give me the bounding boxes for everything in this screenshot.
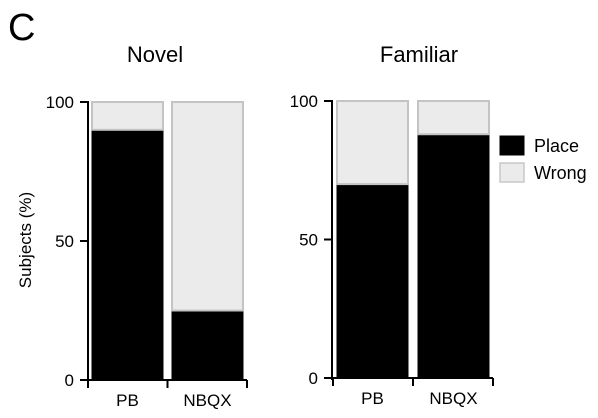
bar-novel-pb-place [91,129,164,381]
bar-novel-nbqx-wrong [171,101,244,312]
x-tick-label-novel-pb: PB [116,391,139,410]
y-axis-label: Subjects (%) [16,192,35,288]
legend-label-wrong: Wrong [534,163,587,183]
y-tick-label-familiar-50: 50 [299,231,318,250]
bar-familiar-nbqx-place [417,133,490,379]
x-tick-label-familiar-pb: PB [361,389,384,408]
panel-letter: C [8,7,35,49]
bar-familiar-pb-place [336,183,409,379]
bar-familiar-nbqx-wrong [417,100,490,136]
chart-title-novel: Novel [127,42,183,67]
chart-panel-familiar: Familiar PB NBQX 0 50 100 [290,42,494,408]
y-tick-label-familiar-100: 100 [290,92,318,111]
bar-novel-nbqx-place [171,310,244,381]
x-tick-label-familiar-nbqx: NBQX [429,389,477,408]
y-tick-label-familiar-0: 0 [309,369,318,388]
y-tick-label-novel-0: 0 [65,371,74,390]
legend-swatch-wrong [499,162,525,183]
bar-novel-pb-wrong [91,101,164,131]
chart-panel-novel: Novel PB NBQX 0 50 100 [46,42,248,410]
chart-title-familiar: Familiar [380,42,458,67]
x-tick-label-novel-nbqx: NBQX [183,391,231,410]
y-tick-label-novel-50: 50 [55,232,74,251]
bar-familiar-pb-wrong [336,100,409,186]
legend-label-place: Place [534,136,579,156]
y-tick-label-novel-100: 100 [46,93,74,112]
legend: Place Wrong [499,135,587,183]
legend-swatch-place [499,135,525,156]
